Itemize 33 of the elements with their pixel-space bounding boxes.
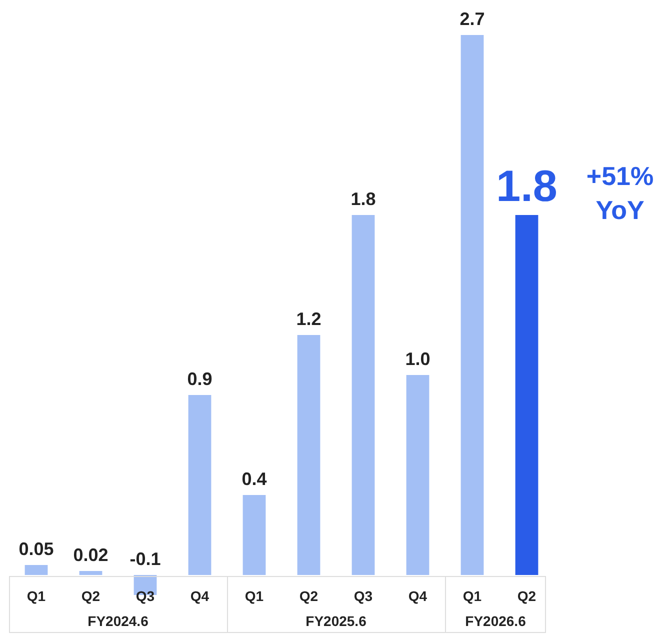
bar <box>242 495 266 575</box>
bar <box>460 35 484 575</box>
x-tick-label: Q1 <box>244 588 264 604</box>
data-label: 0.05 <box>18 538 54 559</box>
bar <box>24 565 48 575</box>
data-label: 1.2 <box>296 308 322 329</box>
bar <box>79 571 102 575</box>
data-label: 0.02 <box>73 544 108 565</box>
x-tick-label: Q1 <box>462 588 482 604</box>
bar <box>352 215 375 575</box>
x-tick-label: Q1 <box>26 588 46 604</box>
x-tick-label: Q2 <box>81 588 100 604</box>
bar <box>297 335 320 575</box>
bar <box>406 375 430 575</box>
text: FY2025.6 <box>306 612 367 629</box>
data-label: 1.8 <box>496 162 558 212</box>
x-tick-label: Q2 <box>299 588 318 604</box>
data-label: -0.1 <box>130 548 161 569</box>
x-tick-label: Q4 <box>190 588 210 604</box>
bar <box>188 395 212 575</box>
text: +51% YoY <box>586 161 654 226</box>
x-tick-label: Q3 <box>136 588 155 604</box>
data-label: 1.0 <box>405 348 430 369</box>
text: FY2024.6 <box>88 612 149 629</box>
data-label: 2.7 <box>460 8 485 29</box>
x-tick-label: Q4 <box>408 588 428 604</box>
x-tick-label: Q3 <box>354 588 373 604</box>
x-tick-label: Q2 <box>517 588 536 604</box>
data-label: 0.4 <box>242 468 267 489</box>
data-label: 1.8 <box>350 188 376 209</box>
bar <box>515 215 538 575</box>
data-label: 0.9 <box>187 368 212 389</box>
text: FY2026.6 <box>465 612 526 629</box>
